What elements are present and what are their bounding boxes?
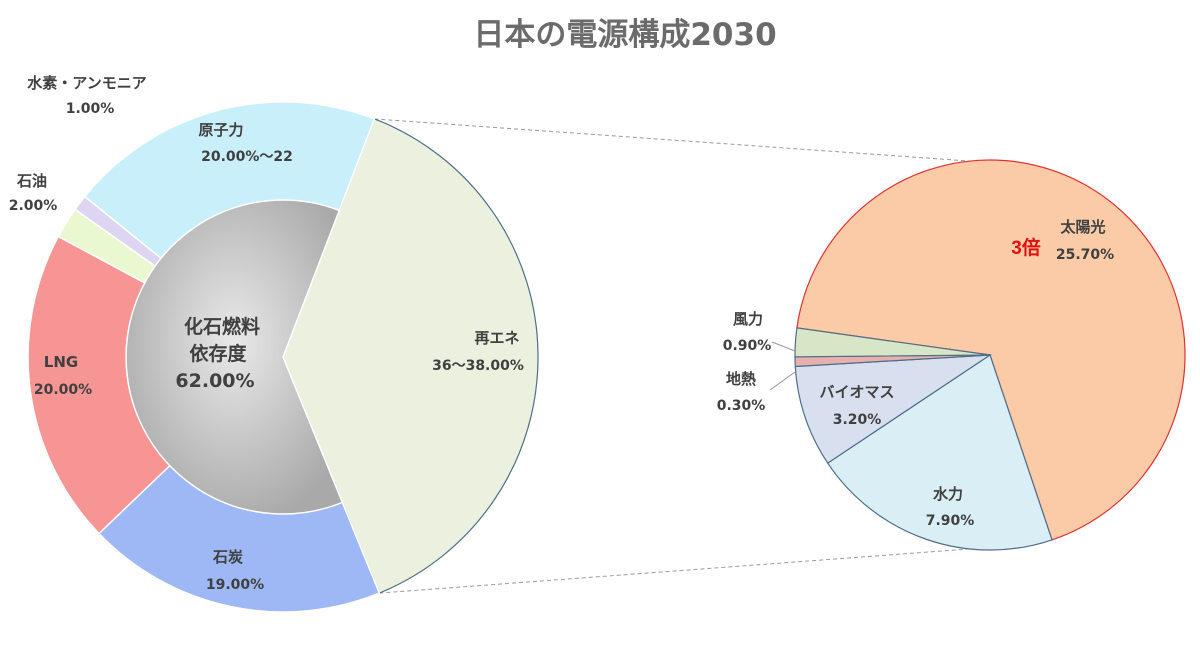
leader-line-geothermal — [769, 371, 796, 391]
label-wind-value: 0.90% — [723, 338, 772, 354]
center-label-line2: 依存度 — [189, 342, 247, 365]
label-renewable-value: 36〜38.00% — [432, 358, 524, 374]
label-nuclear-name: 原子力 — [198, 121, 243, 139]
sub-slice-1 — [826, 354, 1053, 551]
chart-title: 日本の電源構成2030 — [473, 17, 776, 53]
label-oil-value: 2.00% — [9, 198, 58, 214]
label-coal-name: 石炭 — [212, 548, 243, 566]
center-label-line1: 化石燃料 — [184, 315, 260, 338]
label-solar-name: 太陽光 — [1060, 218, 1105, 236]
main-slice-0 — [282, 118, 539, 594]
label-lng-value: 20.00% — [34, 382, 92, 398]
label-hydrogen-value: 1.00% — [66, 101, 115, 117]
label-coal-value: 19.00% — [206, 577, 264, 593]
sub-slice-4 — [794, 327, 991, 358]
label-lng-name: LNG — [44, 353, 78, 371]
label-hydrogen-name: 水素・アンモニア — [27, 74, 146, 92]
center-fossil-disc — [125, 199, 344, 515]
label-geothermal-value: 0.30% — [717, 398, 766, 414]
label-wind-name: 風力 — [733, 310, 763, 328]
connector-line-top — [374, 118, 970, 162]
center-disc — [125, 199, 344, 515]
sub-slice-0 — [796, 159, 1186, 541]
sub-pie — [794, 159, 1186, 551]
center-label-line3: 62.00% — [175, 370, 254, 392]
connector-lines — [374, 118, 970, 594]
label-biomass-name: バイオマス — [819, 383, 894, 401]
label-oil-name: 石油 — [16, 172, 47, 190]
label-nuclear-value: 20.00%〜22 — [201, 149, 293, 165]
sub-slice-2 — [794, 354, 993, 464]
label-solar-value: 25.70% — [1056, 247, 1114, 263]
leader-line-wind — [771, 341, 796, 352]
label-geothermal-name: 地熱 — [726, 370, 756, 388]
connector-line-bottom — [379, 548, 970, 594]
label-hydro-value: 7.90% — [926, 513, 975, 529]
label-biomass-value: 3.20% — [833, 412, 882, 428]
annotation-3x: 3倍 — [1011, 236, 1041, 259]
label-hydro-name: 水力 — [933, 485, 963, 503]
label-renewable-name: 再エネ — [474, 329, 519, 347]
